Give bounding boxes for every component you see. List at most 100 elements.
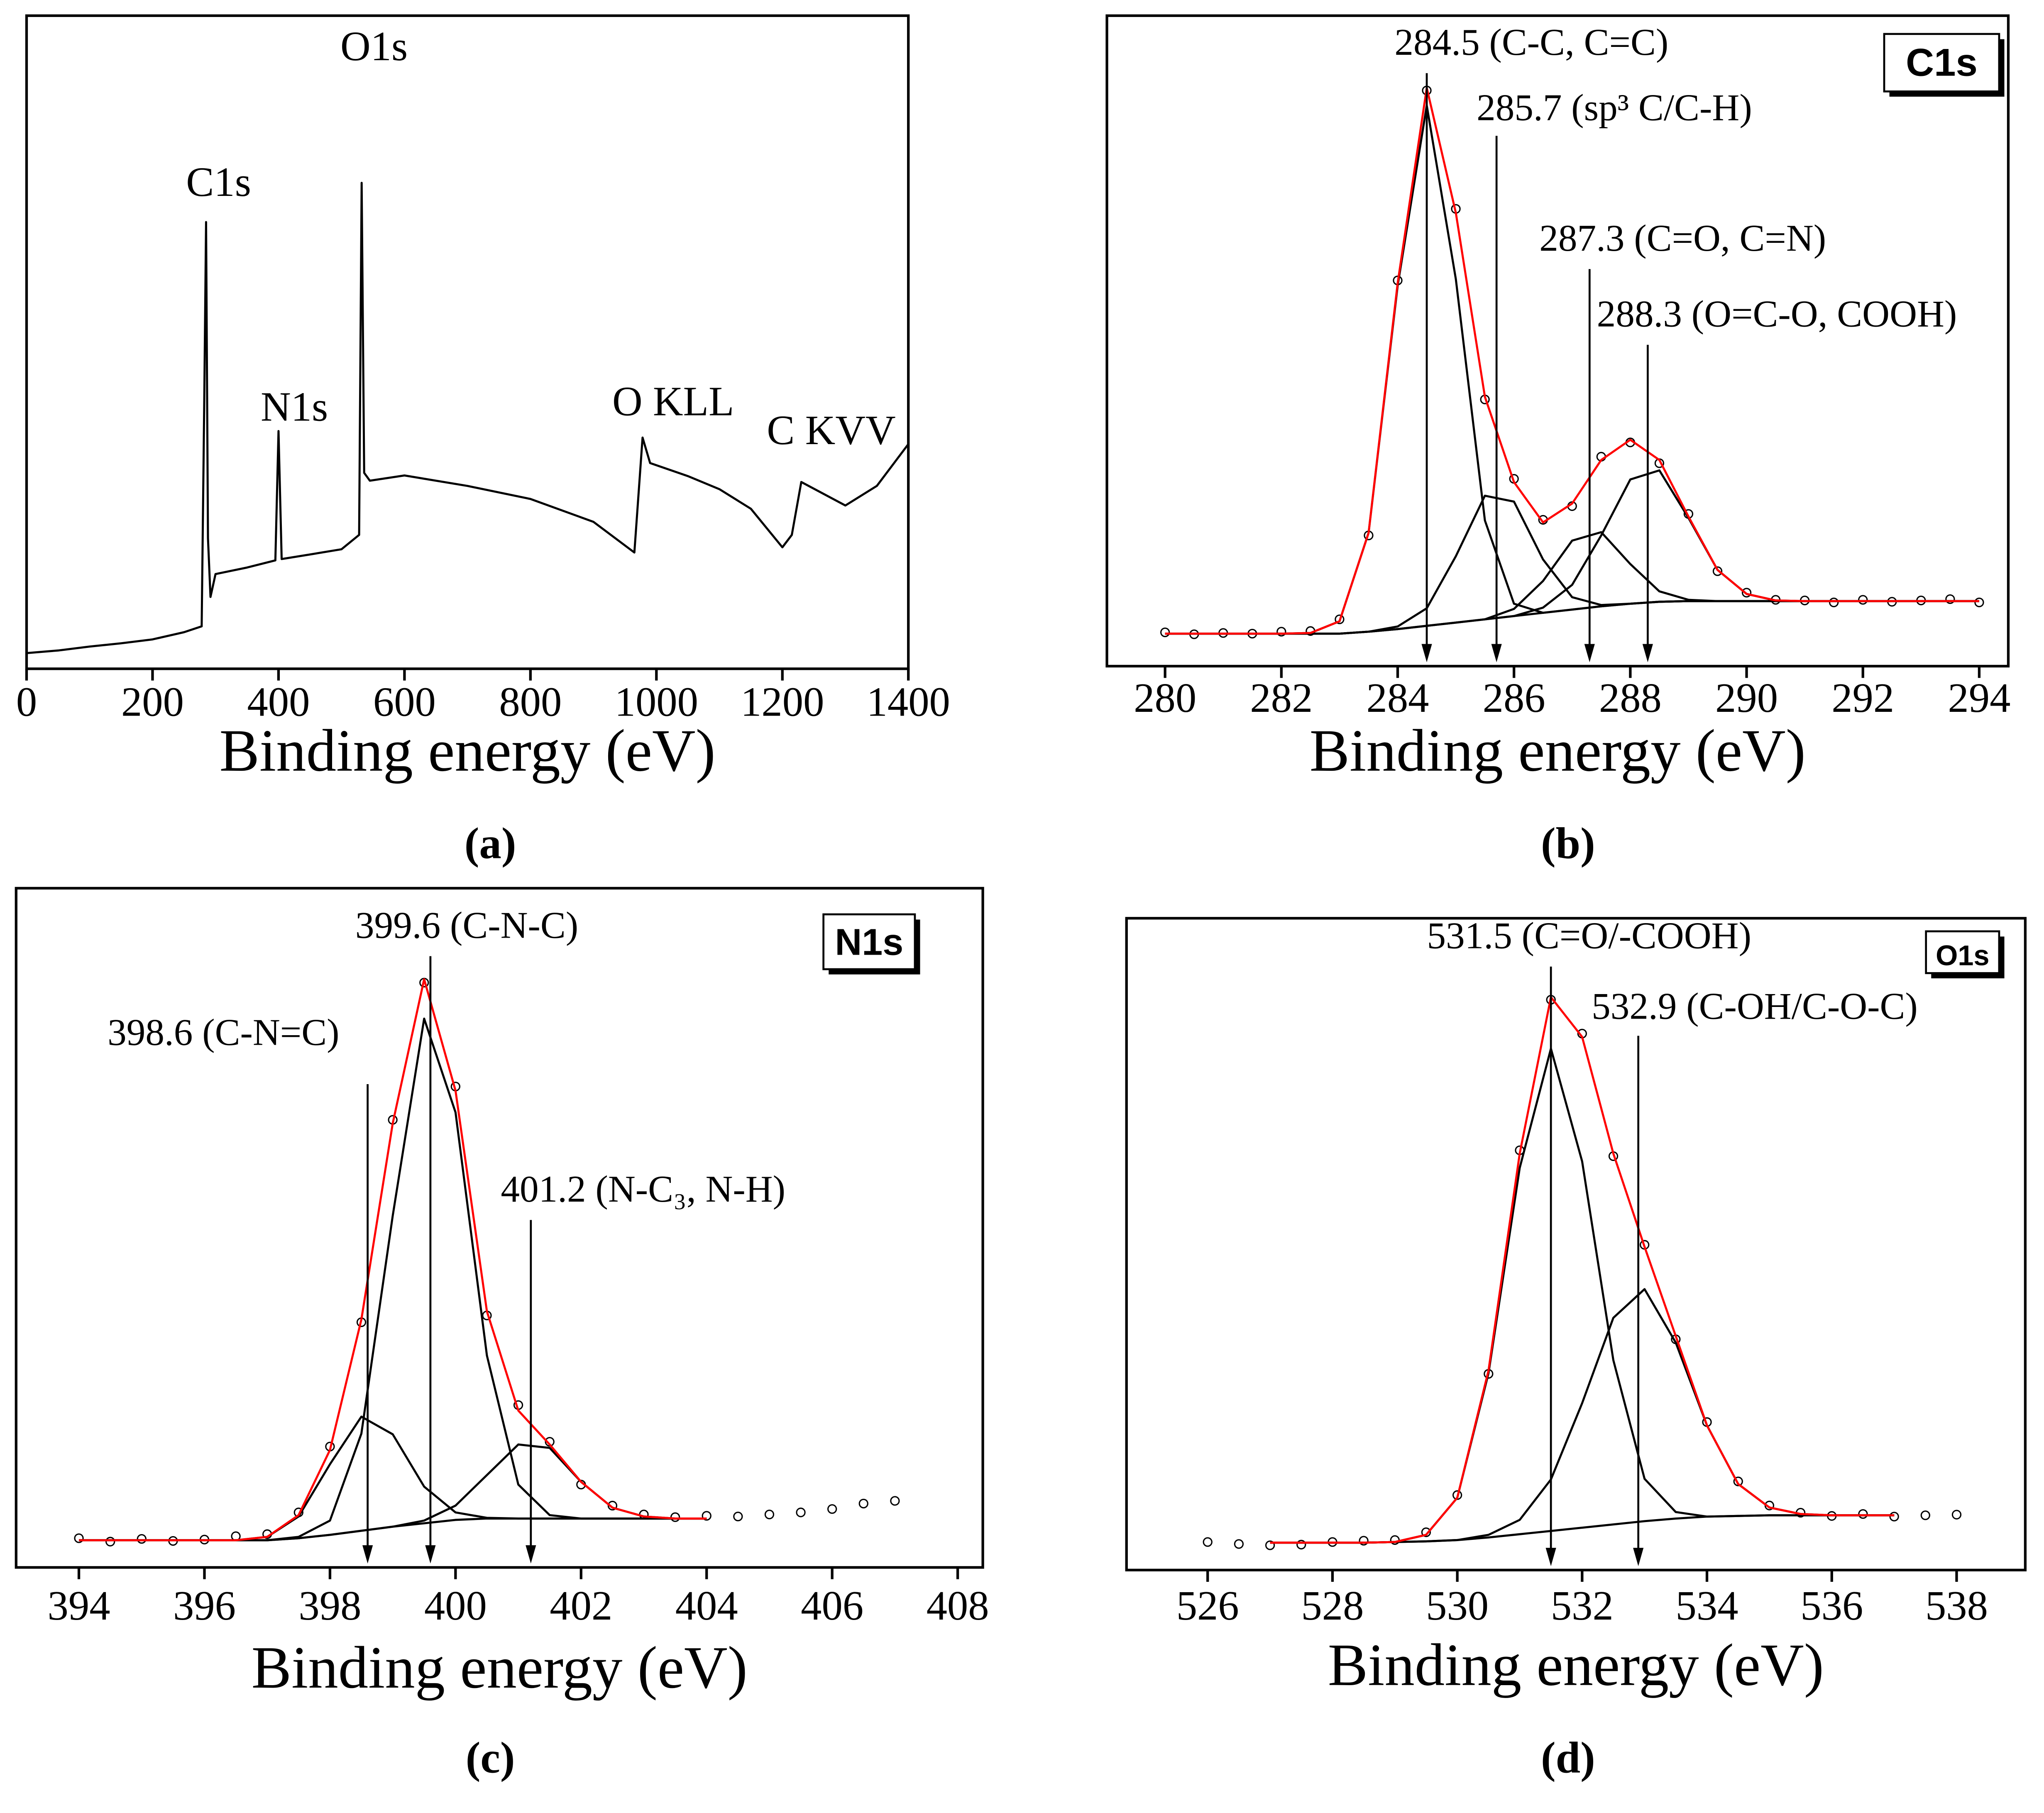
panel-caption: (a) xyxy=(465,819,516,868)
x-tick-label: 200 xyxy=(121,679,184,725)
curve xyxy=(79,978,707,1542)
data-point xyxy=(670,1512,680,1522)
arrow-head xyxy=(1642,644,1653,662)
curve xyxy=(26,182,910,654)
curve xyxy=(1165,494,1979,635)
x-tick-label: 1200 xyxy=(741,679,824,725)
peak-label: 399.6 (C-N-C) xyxy=(355,904,578,946)
data-point xyxy=(858,1498,868,1509)
data-point xyxy=(733,1511,743,1522)
x-tick-label: 280 xyxy=(1134,674,1196,721)
data-point xyxy=(137,1534,147,1544)
arrow-head xyxy=(1491,644,1502,662)
x-tick-label: 800 xyxy=(499,679,562,725)
peak-label: C KVV xyxy=(767,407,895,453)
x-tick-label: 600 xyxy=(373,679,436,725)
x-tick-label: 406 xyxy=(801,1582,863,1629)
peak-label: O KLL xyxy=(612,378,734,425)
curve xyxy=(1165,600,1979,635)
plot-frame xyxy=(15,887,984,1569)
curve xyxy=(1165,87,1979,635)
x-tick-label: 288 xyxy=(1599,674,1662,721)
x-tick-label: 530 xyxy=(1426,1582,1489,1629)
data-point xyxy=(1889,1512,1899,1522)
data-point xyxy=(1974,597,1984,608)
x-tick-label: 290 xyxy=(1715,674,1778,721)
x-tick-label: 394 xyxy=(48,1582,110,1629)
peak-label: N1s xyxy=(261,383,328,430)
x-tick-label: 284 xyxy=(1366,674,1429,721)
arrow-head xyxy=(1633,1548,1644,1566)
curve xyxy=(79,1415,707,1542)
curve xyxy=(1270,996,1895,1544)
peak-label: 401.2 (N-C₃, N-H) xyxy=(501,1168,785,1210)
panel-caption: (b) xyxy=(1541,819,1595,868)
data-point xyxy=(1160,627,1170,638)
x-tick-label: 282 xyxy=(1250,674,1313,721)
peak-label: 398.6 (C-N=C) xyxy=(108,1012,339,1053)
x-tick-label: 408 xyxy=(927,1582,989,1629)
peak-label: 531.5 (C=O/-COOH) xyxy=(1427,915,1751,957)
x-tick-label: 402 xyxy=(550,1582,612,1629)
x-tick-label: 400 xyxy=(247,679,310,725)
x-tick-label: 534 xyxy=(1676,1582,1738,1629)
x-tick-label: 532 xyxy=(1551,1582,1614,1629)
curve xyxy=(1165,104,1979,635)
curve xyxy=(79,1443,707,1542)
x-tick-label: 1000 xyxy=(615,679,698,725)
data-point xyxy=(764,1510,775,1520)
x-tick-label: 404 xyxy=(675,1582,738,1629)
x-tick-label: 400 xyxy=(424,1582,487,1629)
x-tick-label: 528 xyxy=(1301,1582,1364,1629)
data-point xyxy=(1920,1510,1930,1520)
arrow-head xyxy=(425,1545,436,1564)
badge: O1s xyxy=(1936,940,1989,972)
x-tick-label: 398 xyxy=(298,1582,361,1629)
x-tick-label: 1400 xyxy=(867,679,950,725)
x-tick-label: 286 xyxy=(1483,674,1545,721)
panel-caption: (d) xyxy=(1541,1733,1595,1782)
x-axis-label: Binding energy (eV) xyxy=(1310,718,1806,784)
data-point xyxy=(1203,1537,1213,1547)
data-point xyxy=(796,1508,806,1517)
curve xyxy=(79,1017,707,1542)
plot-frame xyxy=(1105,14,2010,668)
data-point xyxy=(827,1504,837,1514)
peak-label: O1s xyxy=(340,23,408,69)
x-tick-label: 396 xyxy=(173,1582,236,1629)
data-point xyxy=(1951,1510,1962,1520)
x-tick-label: 292 xyxy=(1831,674,1894,721)
badge: N1s xyxy=(835,921,903,963)
arrow-head xyxy=(1545,1548,1556,1566)
peak-label: 284.5 (C-C, C=C) xyxy=(1394,21,1668,63)
peak-label: 287.3 (C=O, C=N) xyxy=(1539,217,1826,259)
plot-frame xyxy=(25,14,910,670)
plot-frame xyxy=(1125,917,2027,1571)
peak-label: C1s xyxy=(186,159,251,205)
peak-label: 285.7 (sp³ C/C-H) xyxy=(1477,87,1752,129)
arrow-head xyxy=(526,1545,536,1564)
peak-label: 288.3 (O=C-O, COOH) xyxy=(1597,293,1957,335)
badge-box xyxy=(822,913,916,970)
x-tick-label: 526 xyxy=(1176,1582,1239,1629)
badge-box xyxy=(1925,930,2000,974)
badge: C1s xyxy=(1906,41,1978,84)
panel-caption: (c) xyxy=(466,1733,515,1782)
x-axis-label: Binding energy (eV) xyxy=(252,1635,748,1701)
curve xyxy=(1270,1047,1895,1544)
data-point xyxy=(890,1496,900,1506)
x-tick-label: 536 xyxy=(1800,1582,1863,1629)
x-tick-label: 294 xyxy=(1948,674,2010,721)
arrow-head xyxy=(1584,644,1595,662)
x-tick-label: 0 xyxy=(16,679,37,725)
x-axis-label: Binding energy (eV) xyxy=(219,718,715,784)
data-point xyxy=(1234,1539,1244,1549)
data-point xyxy=(1829,597,1839,608)
arrow-head xyxy=(1421,644,1432,662)
badge-box xyxy=(1883,33,2000,93)
data-point xyxy=(105,1537,115,1547)
x-axis-label: Binding energy (eV) xyxy=(1328,1632,1824,1698)
x-tick-label: 538 xyxy=(1925,1582,1988,1629)
